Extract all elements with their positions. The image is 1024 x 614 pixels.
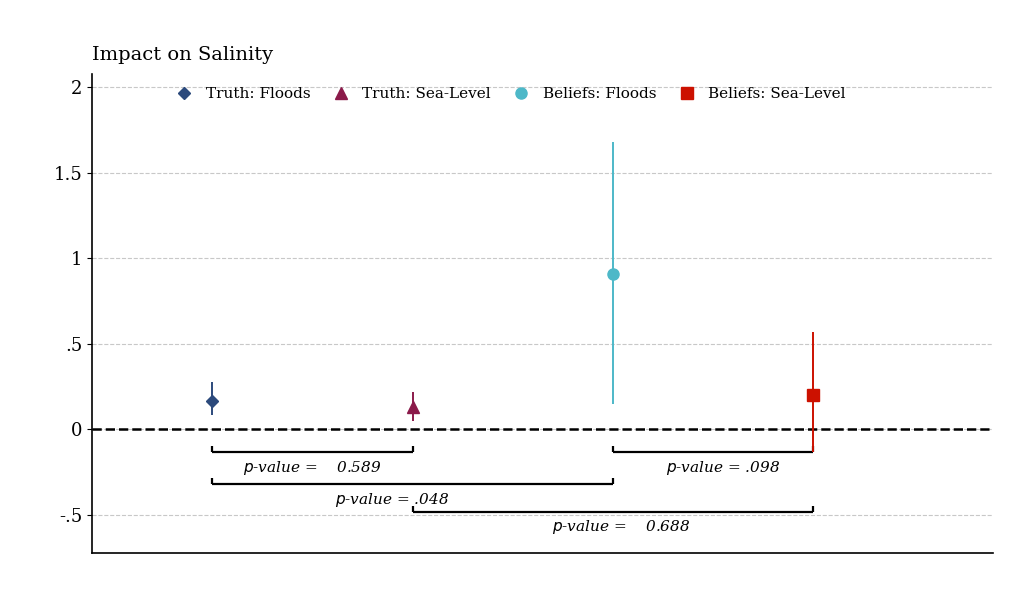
Text: Impact on Salinity: Impact on Salinity [92,46,273,64]
Legend: Truth: Floods, Truth: Sea-Level, Beliefs: Floods, Beliefs: Sea-Level: Truth: Floods, Truth: Sea-Level, Beliefs… [163,81,852,107]
Text: $p$-value =    0.688: $p$-value = 0.688 [552,518,690,537]
Text: $p$-value = .048: $p$-value = .048 [336,491,450,509]
Text: $p$-value =    0.589: $p$-value = 0.589 [243,459,382,476]
Text: $p$-value = .098: $p$-value = .098 [666,459,780,476]
